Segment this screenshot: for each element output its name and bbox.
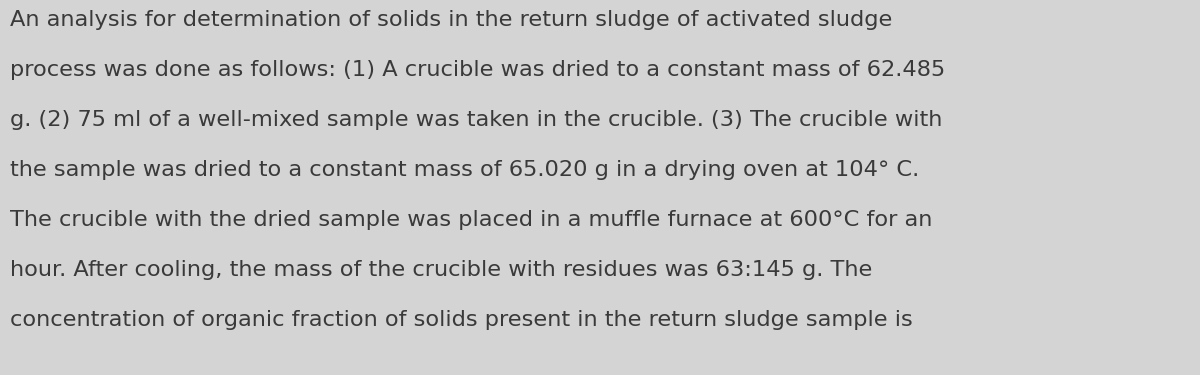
Text: An analysis for determination of solids in the return sludge of activated sludge: An analysis for determination of solids … xyxy=(10,10,893,30)
Text: process was done as follows: (1) A crucible was dried to a constant mass of 62.4: process was done as follows: (1) A cruci… xyxy=(10,60,946,80)
Text: The crucible with the dried sample was placed in a muffle furnace at 600°C for a: The crucible with the dried sample was p… xyxy=(10,210,932,230)
Text: concentration of organic fraction of solids present in the return sludge sample : concentration of organic fraction of sol… xyxy=(10,310,913,330)
Text: hour. After cooling, the mass of the crucible with residues was 63:145 g. The: hour. After cooling, the mass of the cru… xyxy=(10,260,872,280)
Text: the sample was dried to a constant mass of 65.020 g in a drying oven at 104° C.: the sample was dried to a constant mass … xyxy=(10,160,919,180)
Text: g. (2) 75 ml of a well-mixed sample was taken in the crucible. (3) The crucible : g. (2) 75 ml of a well-mixed sample was … xyxy=(10,110,942,130)
